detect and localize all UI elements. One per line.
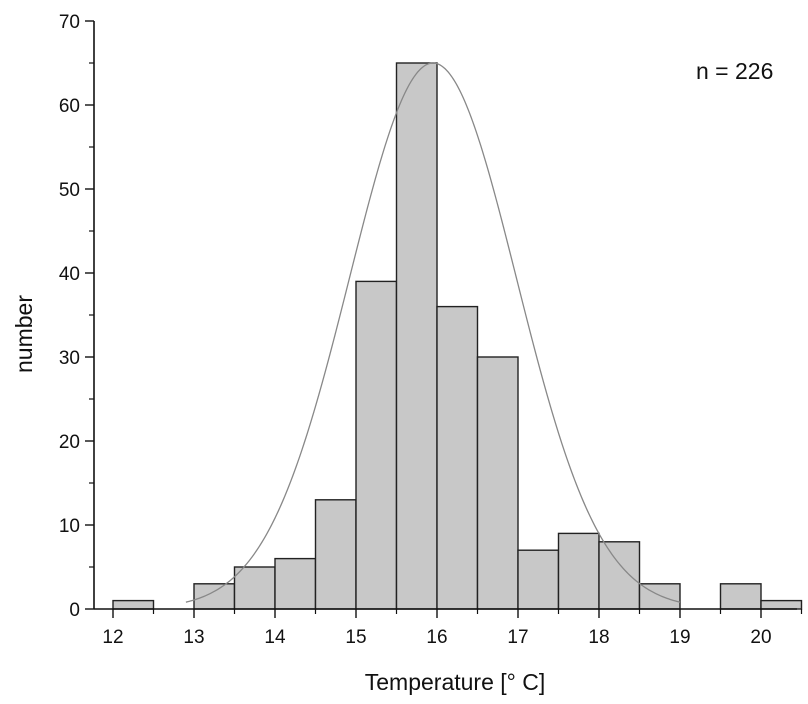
histogram-bar-6 bbox=[355, 280, 398, 610]
y-tick-label-0: 0 bbox=[69, 600, 80, 621]
histogram-bar-9 bbox=[476, 356, 519, 610]
bars-group bbox=[112, 62, 803, 610]
x-tick-label-3: 15 bbox=[345, 627, 366, 648]
y-tick-label-1: 10 bbox=[59, 516, 80, 537]
y-axis-label: number bbox=[11, 295, 37, 373]
x-tick-label-5: 17 bbox=[507, 627, 528, 648]
y-tick-label-5: 50 bbox=[59, 180, 80, 201]
histogram-bar-16 bbox=[760, 599, 803, 610]
histogram-bar-4 bbox=[274, 557, 317, 610]
y-tick-label-3: 30 bbox=[59, 348, 80, 369]
histogram-bar-10 bbox=[517, 549, 560, 610]
x-axis-label: Temperature [° C] bbox=[365, 669, 546, 695]
sample-size-annotation: n = 226 bbox=[696, 58, 773, 84]
histogram-bar-8 bbox=[436, 305, 479, 610]
y-tick-label-2: 20 bbox=[59, 432, 80, 453]
x-tick-label-4: 16 bbox=[426, 627, 447, 648]
histogram-bar-12 bbox=[598, 541, 641, 610]
ticks-group: 0 10 20 30 40 50 60 70 12 13 14 15 16 17 18 19 20 bbox=[59, 12, 803, 648]
x-tick-label-7: 19 bbox=[669, 627, 690, 648]
histogram-bar-15 bbox=[719, 583, 762, 610]
histogram-bar-5 bbox=[314, 499, 357, 610]
histogram-bar-0 bbox=[112, 599, 155, 610]
histogram-bar-3 bbox=[233, 566, 276, 610]
normal-fit-curve bbox=[185, 62, 681, 603]
histogram-bar-11 bbox=[557, 532, 600, 610]
y-tick-label-4: 40 bbox=[59, 264, 80, 285]
x-tick-label-8: 20 bbox=[750, 627, 771, 648]
x-tick-label-0: 12 bbox=[102, 627, 123, 648]
x-tick-label-2: 14 bbox=[264, 627, 286, 648]
x-tick-label-6: 18 bbox=[588, 627, 609, 648]
histogram-bar-2 bbox=[193, 583, 236, 610]
histogram-bar-7 bbox=[395, 62, 438, 610]
y-tick-label-6: 60 bbox=[59, 96, 80, 117]
x-tick-label-1: 13 bbox=[183, 627, 204, 648]
y-tick-label-7: 70 bbox=[59, 12, 80, 33]
